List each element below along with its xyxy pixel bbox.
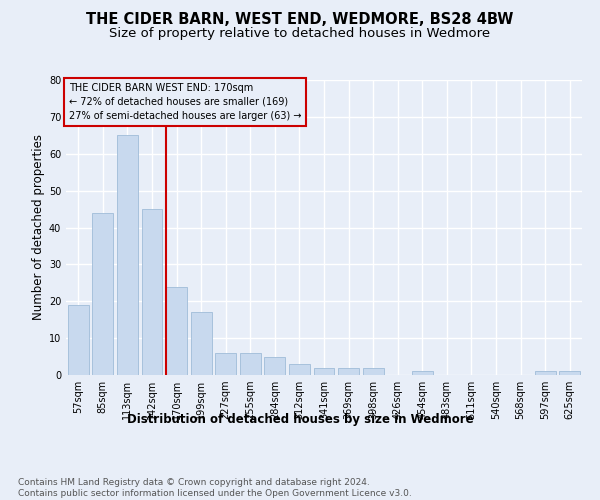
Y-axis label: Number of detached properties: Number of detached properties (32, 134, 44, 320)
Text: THE CIDER BARN, WEST END, WEDMORE, BS28 4BW: THE CIDER BARN, WEST END, WEDMORE, BS28 … (86, 12, 514, 28)
Text: Distribution of detached houses by size in Wedmore: Distribution of detached houses by size … (127, 412, 473, 426)
Bar (166, 286, 187, 375)
Bar (191, 312, 212, 375)
Text: Size of property relative to detached houses in Wedmore: Size of property relative to detached ho… (109, 28, 491, 40)
Bar (535, 372, 556, 375)
Bar (314, 368, 334, 375)
Text: THE CIDER BARN WEST END: 170sqm
← 72% of detached houses are smaller (169)
27% o: THE CIDER BARN WEST END: 170sqm ← 72% of… (68, 83, 301, 121)
Bar (142, 209, 163, 375)
Bar (117, 136, 138, 375)
Text: Contains HM Land Registry data © Crown copyright and database right 2024.
Contai: Contains HM Land Registry data © Crown c… (18, 478, 412, 498)
Bar (289, 364, 310, 375)
Bar (240, 353, 261, 375)
Bar (338, 368, 359, 375)
Bar (412, 372, 433, 375)
Bar (68, 305, 89, 375)
Bar (92, 213, 113, 375)
Bar (265, 356, 286, 375)
Bar (559, 372, 580, 375)
Bar (215, 353, 236, 375)
Bar (362, 368, 383, 375)
